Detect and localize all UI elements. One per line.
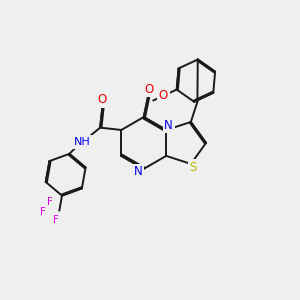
Text: F: F (53, 215, 59, 225)
Text: O: O (159, 89, 168, 102)
Text: NH: NH (74, 137, 91, 147)
Text: F: F (40, 207, 46, 217)
Text: N: N (164, 119, 173, 132)
Text: O: O (97, 93, 106, 106)
Text: N: N (134, 165, 143, 178)
Text: O: O (144, 83, 153, 96)
Text: F: F (47, 197, 53, 207)
Text: S: S (190, 161, 197, 174)
